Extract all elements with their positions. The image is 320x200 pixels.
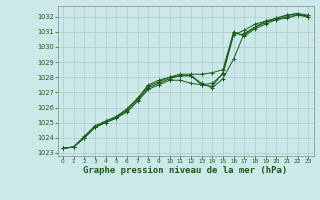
X-axis label: Graphe pression niveau de la mer (hPa): Graphe pression niveau de la mer (hPa) bbox=[84, 166, 288, 175]
